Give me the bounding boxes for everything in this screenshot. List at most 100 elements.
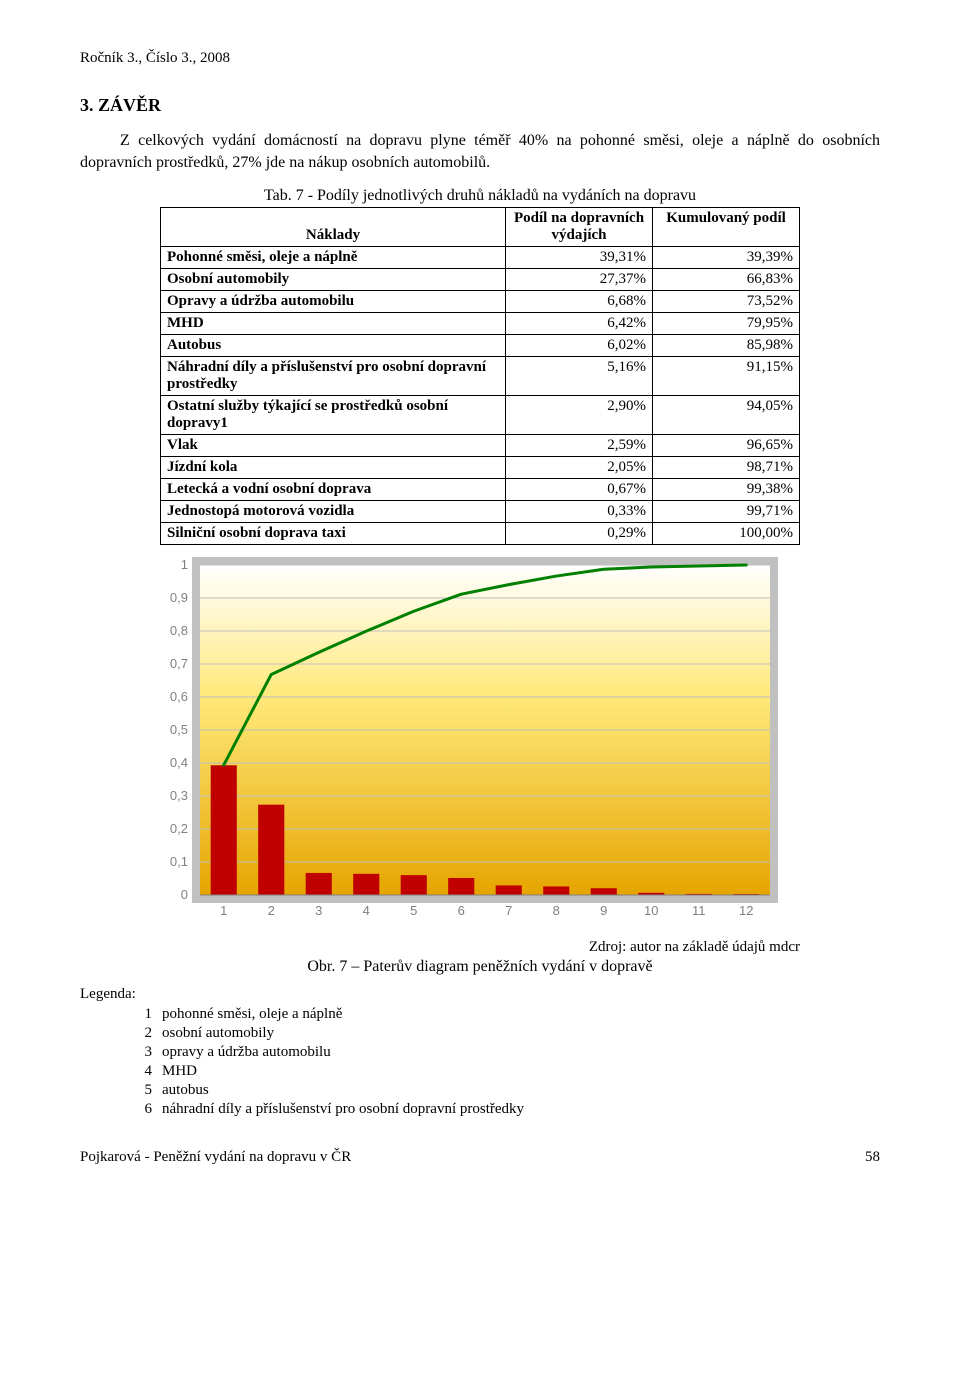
- legend-row: 3opravy a údržba automobilu: [128, 1043, 534, 1062]
- table-row: Letecká a vodní osobní doprava0,67%99,38…: [161, 479, 800, 501]
- row-cum: 100,00%: [653, 523, 800, 545]
- table-row: Jízdní kola2,05%98,71%: [161, 457, 800, 479]
- col-header-kumul: Kumulovaný podíl: [653, 208, 800, 247]
- row-pct: 27,37%: [506, 269, 653, 291]
- table-row: Opravy a údržba automobilu6,68%73,52%: [161, 291, 800, 313]
- svg-text:0,4: 0,4: [170, 755, 188, 770]
- row-pct: 0,29%: [506, 523, 653, 545]
- legend-key: 3: [128, 1043, 162, 1062]
- row-label: Ostatní služby týkající se prostředků os…: [161, 396, 506, 435]
- row-cum: 39,39%: [653, 247, 800, 269]
- legend-value: autobus: [162, 1081, 534, 1100]
- row-label: Jednostopá motorová vozidla: [161, 501, 506, 523]
- row-cum: 99,71%: [653, 501, 800, 523]
- row-cum: 91,15%: [653, 357, 800, 396]
- legend-title: Legenda:: [80, 986, 880, 1003]
- figure-source: Zdroj: autor na základě údajů mdcr: [80, 939, 800, 956]
- row-label: MHD: [161, 313, 506, 335]
- row-pct: 5,16%: [506, 357, 653, 396]
- svg-text:9: 9: [600, 903, 607, 918]
- legend-row: 2osobní automobily: [128, 1024, 534, 1043]
- legend-value: osobní automobily: [162, 1024, 534, 1043]
- row-cum: 73,52%: [653, 291, 800, 313]
- svg-text:12: 12: [739, 903, 753, 918]
- row-pct: 2,90%: [506, 396, 653, 435]
- row-label: Vlak: [161, 435, 506, 457]
- legend-row: 6náhradní díly a příslušenství pro osobn…: [128, 1100, 534, 1119]
- table-row: Jednostopá motorová vozidla0,33%99,71%: [161, 501, 800, 523]
- row-label: Silniční osobní doprava taxi: [161, 523, 506, 545]
- row-pct: 6,02%: [506, 335, 653, 357]
- row-pct: 0,67%: [506, 479, 653, 501]
- conclusion-paragraph: Z celkových vydání domácností na dopravu…: [80, 130, 880, 173]
- svg-text:0,2: 0,2: [170, 821, 188, 836]
- row-pct: 39,31%: [506, 247, 653, 269]
- chart-container: 00,10,20,30,40,50,60,70,80,9112345678910…: [150, 555, 810, 935]
- table-row: Náhradní díly a příslušenství pro osobní…: [161, 357, 800, 396]
- section-title: 3. ZÁVĚR: [80, 95, 880, 116]
- svg-text:5: 5: [410, 903, 417, 918]
- table-row: Autobus6,02%85,98%: [161, 335, 800, 357]
- legend-value: náhradní díly a příslušenství pro osobní…: [162, 1100, 534, 1119]
- legend-row: 1pohonné směsi, oleje a náplně: [128, 1005, 534, 1024]
- row-label: Letecká a vodní osobní doprava: [161, 479, 506, 501]
- svg-text:6: 6: [458, 903, 465, 918]
- legend-value: opravy a údržba automobilu: [162, 1043, 534, 1062]
- svg-text:0,1: 0,1: [170, 854, 188, 869]
- row-pct: 2,05%: [506, 457, 653, 479]
- row-label: Autobus: [161, 335, 506, 357]
- data-table: Náklady Podíl na dopravních výdajích Kum…: [160, 207, 800, 545]
- svg-text:7: 7: [505, 903, 512, 918]
- table-row: MHD6,42%79,95%: [161, 313, 800, 335]
- svg-text:0,7: 0,7: [170, 656, 188, 671]
- svg-text:1: 1: [181, 557, 188, 572]
- row-cum: 79,95%: [653, 313, 800, 335]
- table-row: Ostatní služby týkající se prostředků os…: [161, 396, 800, 435]
- row-cum: 94,05%: [653, 396, 800, 435]
- svg-text:3: 3: [315, 903, 322, 918]
- row-pct: 2,59%: [506, 435, 653, 457]
- legend-key: 5: [128, 1081, 162, 1100]
- row-pct: 6,42%: [506, 313, 653, 335]
- pareto-chart: 00,10,20,30,40,50,60,70,80,9112345678910…: [150, 555, 810, 935]
- figure-caption: Obr. 7 – Paterův diagram peněžních vydán…: [80, 958, 880, 976]
- svg-text:1: 1: [220, 903, 227, 918]
- svg-text:0,5: 0,5: [170, 722, 188, 737]
- legend-table: 1pohonné směsi, oleje a náplně2osobní au…: [128, 1005, 534, 1119]
- legend-value: MHD: [162, 1062, 534, 1081]
- legend-block: Legenda: 1pohonné směsi, oleje a náplně2…: [80, 986, 880, 1119]
- svg-text:0,3: 0,3: [170, 788, 188, 803]
- table-row: Silniční osobní doprava taxi0,29%100,00%: [161, 523, 800, 545]
- footer-page-number: 58: [865, 1149, 880, 1166]
- footer-left: Pojkarová - Peněžní vydání na dopravu v …: [80, 1149, 351, 1166]
- row-cum: 66,83%: [653, 269, 800, 291]
- svg-text:10: 10: [644, 903, 658, 918]
- table-row: Pohonné směsi, oleje a náplně39,31%39,39…: [161, 247, 800, 269]
- table-caption: Tab. 7 - Podíly jednotlivých druhů nákla…: [80, 187, 880, 205]
- row-cum: 99,38%: [653, 479, 800, 501]
- legend-key: 2: [128, 1024, 162, 1043]
- svg-text:0,6: 0,6: [170, 689, 188, 704]
- svg-text:0,8: 0,8: [170, 623, 188, 638]
- svg-text:0,9: 0,9: [170, 590, 188, 605]
- running-header: Ročník 3., Číslo 3., 2008: [80, 50, 880, 67]
- row-label: Pohonné směsi, oleje a náplně: [161, 247, 506, 269]
- svg-text:0: 0: [181, 887, 188, 902]
- legend-row: 5autobus: [128, 1081, 534, 1100]
- svg-text:11: 11: [692, 903, 706, 918]
- row-label: Osobní automobily: [161, 269, 506, 291]
- svg-text:2: 2: [268, 903, 275, 918]
- row-pct: 0,33%: [506, 501, 653, 523]
- row-pct: 6,68%: [506, 291, 653, 313]
- legend-row: 4MHD: [128, 1062, 534, 1081]
- row-cum: 98,71%: [653, 457, 800, 479]
- legend-key: 1: [128, 1005, 162, 1024]
- row-label: Opravy a údržba automobilu: [161, 291, 506, 313]
- row-cum: 96,65%: [653, 435, 800, 457]
- row-label: Náhradní díly a příslušenství pro osobní…: [161, 357, 506, 396]
- legend-value: pohonné směsi, oleje a náplně: [162, 1005, 534, 1024]
- svg-text:8: 8: [553, 903, 560, 918]
- col-header-naklady: Náklady: [161, 208, 506, 247]
- row-label: Jízdní kola: [161, 457, 506, 479]
- table-row: Osobní automobily27,37%66,83%: [161, 269, 800, 291]
